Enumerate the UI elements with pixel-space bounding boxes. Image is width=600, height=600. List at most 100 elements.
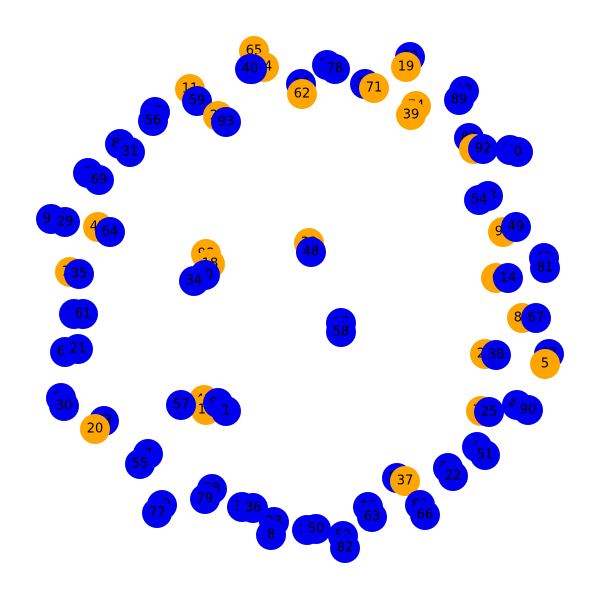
node-51-label: 51 xyxy=(477,448,494,463)
node-66: 66 xyxy=(410,500,440,530)
node-0: 0 xyxy=(503,137,533,167)
node-79: 79 xyxy=(190,484,220,514)
node-37: 37 xyxy=(390,466,420,496)
node-8-circle xyxy=(256,520,286,550)
node-67-label: 67 xyxy=(528,311,545,326)
node-38: 38 xyxy=(481,340,511,370)
node-61: 61 xyxy=(68,299,98,329)
node-38-label: 38 xyxy=(488,348,505,363)
node-79-label: 79 xyxy=(197,492,214,507)
node-35-circle xyxy=(64,259,94,289)
node-29: 29 xyxy=(50,207,80,237)
node-66-circle xyxy=(410,500,440,530)
node-81: 81 xyxy=(530,253,560,283)
node-56-label: 56 xyxy=(145,114,162,129)
node-57: 57 xyxy=(166,390,196,420)
node-5-label: 5 xyxy=(541,357,549,372)
node-89-label: 89 xyxy=(451,93,468,108)
node-8: 8 xyxy=(256,520,286,550)
node-31: 31 xyxy=(115,137,145,167)
node-1: 1 xyxy=(211,396,241,426)
node-90-label: 90 xyxy=(520,403,537,418)
node-62-label: 62 xyxy=(294,87,311,102)
node-92: 92 xyxy=(468,134,498,164)
node-50-circle xyxy=(301,514,331,544)
node-77: 77 xyxy=(142,498,172,528)
node-22-label: 22 xyxy=(445,469,462,484)
node-62-circle xyxy=(287,79,317,109)
node-14-label: 14 xyxy=(500,271,517,286)
node-40: 40 xyxy=(235,54,265,84)
node-71-circle xyxy=(359,73,389,103)
node-49-label: 49 xyxy=(508,220,525,235)
node-61-label: 61 xyxy=(75,307,92,322)
node-25: 25 xyxy=(474,397,504,427)
node-31-label: 31 xyxy=(122,145,139,160)
node-38-circle xyxy=(481,340,511,370)
node-67: 67 xyxy=(521,303,551,333)
node-48-circle xyxy=(296,237,326,267)
node-77-circle xyxy=(142,498,172,528)
node-63: 63 xyxy=(357,502,387,532)
node-92-label: 92 xyxy=(475,142,492,157)
node-34-circle xyxy=(179,266,209,296)
node-30-circle xyxy=(49,391,79,421)
node-56-circle xyxy=(138,106,168,136)
node-8-label: 8 xyxy=(267,528,275,543)
node-59: 59 xyxy=(182,86,212,116)
node-39-label: 39 xyxy=(403,108,420,123)
node-22: 22 xyxy=(438,461,468,491)
node-59-circle xyxy=(182,86,212,116)
node-1-label: 1 xyxy=(222,404,230,419)
node-58-label: 58 xyxy=(333,325,350,340)
node-21-circle xyxy=(63,334,93,364)
node-50-label: 50 xyxy=(308,522,325,537)
node-58: 58 xyxy=(326,317,356,347)
node-78-label: 78 xyxy=(327,62,344,77)
node-93-label: 93 xyxy=(218,115,235,130)
node-19-label: 19 xyxy=(398,60,415,75)
node-21-label: 21 xyxy=(70,342,87,357)
node-25-circle xyxy=(474,397,504,427)
node-55-circle xyxy=(125,449,155,479)
node-69-circle xyxy=(84,165,114,195)
node-40-label: 40 xyxy=(242,62,259,77)
node-50: 50 xyxy=(301,514,331,544)
node-59-label: 59 xyxy=(189,94,206,109)
node-54-label: 54 xyxy=(471,193,488,208)
node-55: 55 xyxy=(125,449,155,479)
node-37-circle xyxy=(390,466,420,496)
node-29-label: 29 xyxy=(57,215,74,230)
node-19: 19 xyxy=(391,52,421,82)
node-20-label: 20 xyxy=(87,422,104,437)
node-89: 89 xyxy=(444,85,474,115)
node-71: 71 xyxy=(359,73,389,103)
node-21: 21 xyxy=(63,334,93,364)
node-19-circle xyxy=(391,52,421,82)
node-35-label: 35 xyxy=(71,267,88,282)
node-36-label: 36 xyxy=(245,501,262,516)
node-25-label: 25 xyxy=(481,405,498,420)
node-20-circle xyxy=(80,414,110,444)
node-0-circle xyxy=(503,137,533,167)
node-39-circle xyxy=(396,100,426,130)
node-90: 90 xyxy=(513,395,543,425)
node-62: 62 xyxy=(287,79,317,109)
node-67-circle xyxy=(521,303,551,333)
node-64: 64 xyxy=(95,217,125,247)
node-58-circle xyxy=(326,317,356,347)
node-30-label: 30 xyxy=(56,399,73,414)
node-37-label: 37 xyxy=(397,474,414,489)
node-64-circle xyxy=(95,217,125,247)
node-78: 78 xyxy=(320,54,350,84)
node-29-circle xyxy=(50,207,80,237)
node-54: 54 xyxy=(464,185,494,215)
node-81-circle xyxy=(530,253,560,283)
node-39: 39 xyxy=(396,100,426,130)
node-0-label: 0 xyxy=(514,145,522,160)
node-5-circle xyxy=(530,349,560,379)
node-78-circle xyxy=(320,54,350,84)
node-82-label: 82 xyxy=(337,541,354,556)
node-31-circle xyxy=(115,137,145,167)
